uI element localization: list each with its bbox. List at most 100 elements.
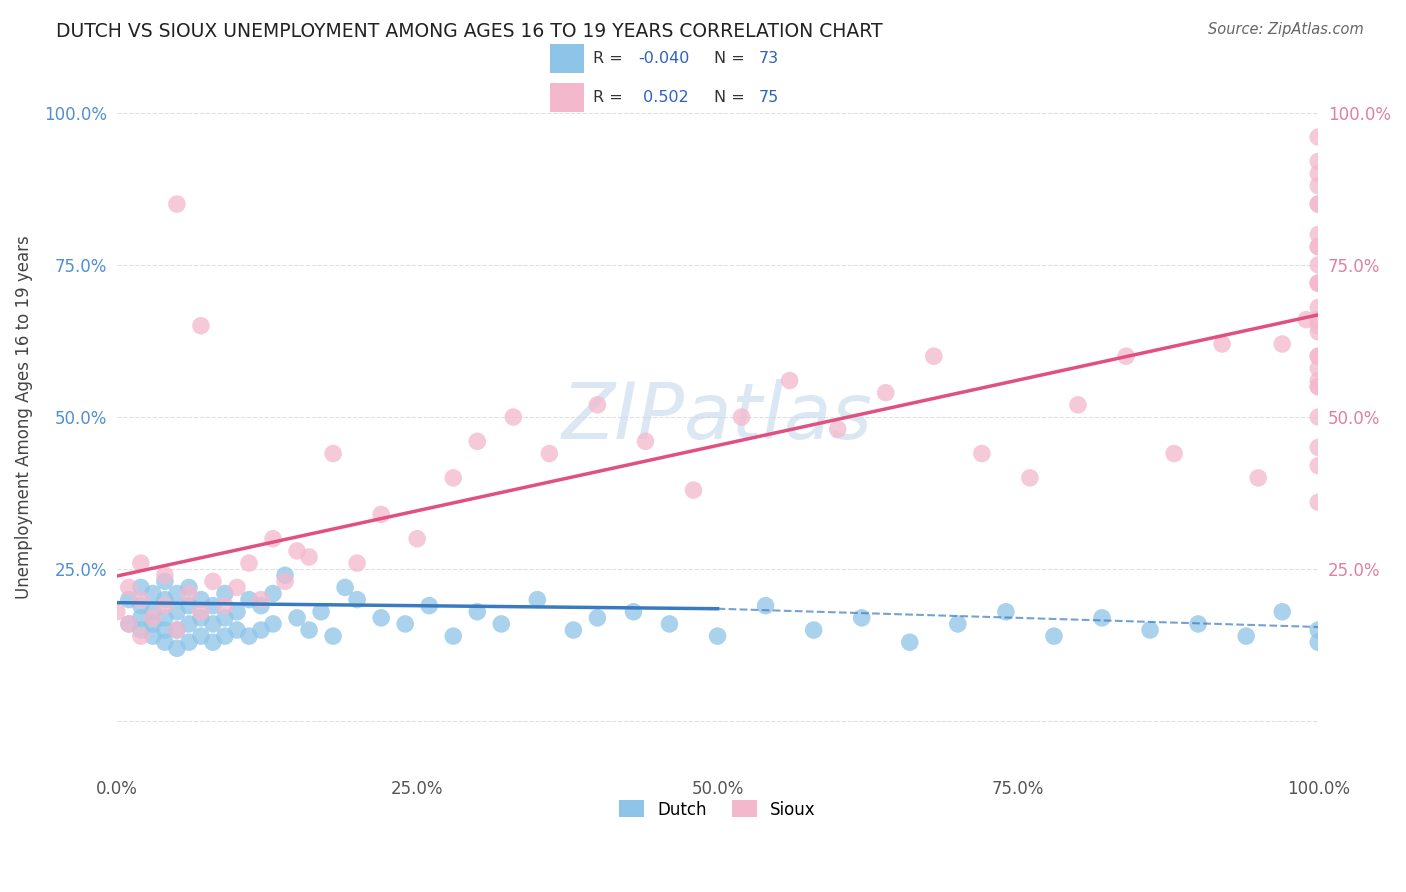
Point (250, 623, 273, 637)
Point (153, 568, 176, 582)
Point (166, 623, 188, 637)
Point (1308, 258, 1330, 272)
Point (118, 592, 141, 607)
Point (1308, 379, 1330, 393)
Text: R =: R = (593, 90, 623, 105)
Point (1271, 337, 1294, 351)
Point (153, 611, 176, 625)
Point (1308, 325, 1330, 339)
Point (1271, 605, 1294, 619)
Point (1308, 197, 1330, 211)
Point (333, 581, 356, 595)
Point (177, 616, 200, 631)
Point (274, 574, 297, 589)
Point (190, 605, 212, 619)
Point (226, 623, 249, 637)
Point (153, 635, 176, 649)
Point (1308, 374, 1330, 388)
Point (1308, 154, 1330, 169)
Point (262, 616, 284, 631)
Point (166, 586, 188, 600)
Point (129, 599, 152, 613)
Point (285, 544, 308, 558)
Point (465, 605, 488, 619)
Point (166, 605, 188, 619)
Bar (550, 44, 583, 73)
Point (226, 581, 249, 595)
Point (166, 197, 188, 211)
Point (1234, 629, 1257, 643)
Point (623, 605, 645, 619)
Point (190, 611, 212, 625)
Point (1308, 276, 1330, 290)
Point (441, 629, 464, 643)
Point (803, 623, 825, 637)
Point (418, 599, 440, 613)
Point (201, 599, 224, 613)
Point (1187, 616, 1209, 631)
Point (634, 434, 657, 449)
Point (682, 483, 704, 497)
Point (875, 385, 897, 400)
Text: 75: 75 (759, 90, 779, 105)
Point (538, 446, 561, 460)
Point (1019, 471, 1042, 485)
Point (1308, 167, 1330, 181)
Y-axis label: Unemployment Among Ages 16 to 19 years: Unemployment Among Ages 16 to 19 years (15, 235, 32, 599)
Point (898, 635, 921, 649)
Point (994, 605, 1017, 619)
Point (1067, 398, 1090, 412)
Point (105, 605, 128, 619)
Point (491, 616, 513, 631)
Point (142, 611, 165, 625)
Point (946, 616, 969, 631)
Point (166, 623, 188, 637)
Point (346, 592, 368, 607)
Point (1308, 361, 1330, 376)
Point (118, 616, 141, 631)
Point (214, 611, 236, 625)
Point (201, 616, 224, 631)
Point (970, 446, 993, 460)
Point (1115, 349, 1137, 363)
Point (142, 586, 165, 600)
Point (1308, 458, 1330, 473)
Point (502, 410, 524, 425)
Point (214, 599, 236, 613)
Text: DUTCH VS SIOUX UNEMPLOYMENT AMONG AGES 16 TO 19 YEARS CORRELATION CHART: DUTCH VS SIOUX UNEMPLOYMENT AMONG AGES 1… (56, 22, 883, 41)
Point (190, 629, 212, 643)
Point (586, 398, 609, 412)
Text: Source: ZipAtlas.com: Source: ZipAtlas.com (1208, 22, 1364, 37)
Point (274, 568, 297, 582)
Point (1308, 227, 1330, 242)
Point (1308, 349, 1330, 363)
Point (250, 592, 273, 607)
Point (298, 549, 321, 564)
Point (406, 532, 429, 546)
Point (177, 635, 200, 649)
Point (562, 623, 585, 637)
Point (322, 446, 344, 460)
Point (153, 623, 176, 637)
Point (370, 508, 392, 522)
Point (1295, 312, 1317, 326)
Point (153, 592, 176, 607)
Point (730, 410, 752, 425)
Text: -0.040: -0.040 (638, 51, 689, 66)
Point (250, 599, 273, 613)
Point (1247, 471, 1270, 485)
Point (166, 641, 188, 656)
Point (1308, 276, 1330, 290)
Point (827, 422, 849, 436)
Text: 73: 73 (759, 51, 779, 66)
Point (1308, 178, 1330, 193)
Point (214, 629, 236, 643)
Point (526, 592, 548, 607)
Text: N =: N = (714, 51, 744, 66)
Point (1308, 495, 1330, 509)
Point (226, 605, 249, 619)
Point (142, 605, 165, 619)
Point (262, 532, 284, 546)
Point (142, 629, 165, 643)
Bar (550, 83, 583, 112)
